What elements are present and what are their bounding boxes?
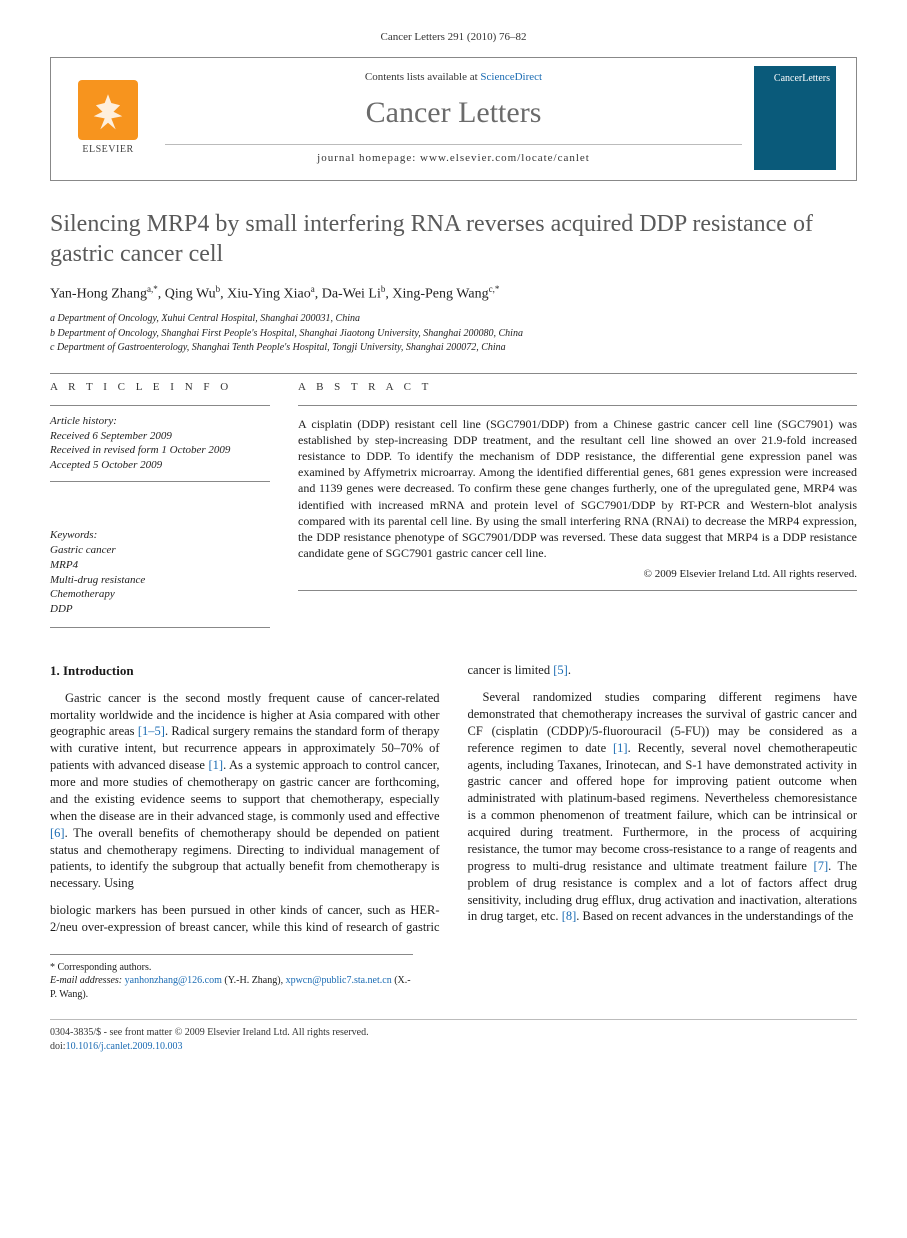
keyword: Multi-drug resistance bbox=[50, 573, 270, 588]
divider bbox=[50, 627, 270, 628]
journal-cover-thumbnail: CancerLetters bbox=[754, 66, 836, 170]
divider bbox=[50, 481, 270, 482]
history-revised: Received in revised form 1 October 2009 bbox=[50, 443, 270, 458]
front-matter-line: 0304-3835/$ - see front matter © 2009 El… bbox=[50, 1026, 369, 1040]
journal-name: Cancer Letters bbox=[165, 93, 742, 134]
doi-link[interactable]: 10.1016/j.canlet.2009.10.003 bbox=[66, 1041, 183, 1052]
contents-available-line: Contents lists available at ScienceDirec… bbox=[165, 70, 742, 85]
elsevier-tree-icon bbox=[78, 80, 138, 140]
affiliations: a Department of Oncology, Xuhui Central … bbox=[50, 312, 857, 355]
masthead-center: Contents lists available at ScienceDirec… bbox=[165, 70, 742, 165]
body-two-columns: 1. Introduction Gastric cancer is the se… bbox=[50, 662, 857, 936]
article-info-column: A R T I C L E I N F O Article history: R… bbox=[50, 380, 270, 636]
keyword: DDP bbox=[50, 602, 270, 617]
email-who-1: (Y.-H. Zhang), bbox=[224, 975, 283, 986]
contents-prefix: Contents lists available at bbox=[365, 71, 480, 83]
article-title: Silencing MRP4 by small interfering RNA … bbox=[50, 209, 857, 269]
keywords-head: Keywords: bbox=[50, 528, 270, 543]
doi-prefix: doi: bbox=[50, 1041, 66, 1052]
divider bbox=[298, 405, 857, 406]
keyword: MRP4 bbox=[50, 558, 270, 573]
abstract-copyright: © 2009 Elsevier Ireland Ltd. All rights … bbox=[298, 567, 857, 582]
body-paragraph: Several randomized studies comparing dif… bbox=[468, 689, 858, 925]
divider bbox=[50, 373, 857, 374]
publisher-name: ELSEVIER bbox=[82, 143, 133, 157]
keyword: Chemotherapy bbox=[50, 587, 270, 602]
history-accepted: Accepted 5 October 2009 bbox=[50, 458, 270, 473]
divider bbox=[298, 590, 857, 591]
abstract-column: A B S T R A C T A cisplatin (DDP) resist… bbox=[298, 380, 857, 636]
affiliation-b: b Department of Oncology, Shanghai First… bbox=[50, 327, 857, 341]
email-addresses-label: E-mail addresses: bbox=[50, 975, 122, 986]
article-info-heading: A R T I C L E I N F O bbox=[50, 380, 270, 395]
body-paragraph: Gastric cancer is the second mostly freq… bbox=[50, 690, 440, 893]
journal-masthead: ELSEVIER Contents lists available at Sci… bbox=[50, 57, 857, 181]
running-header: Cancer Letters 291 (2010) 76–82 bbox=[50, 30, 857, 45]
abstract-heading: A B S T R A C T bbox=[298, 380, 857, 395]
affiliation-a: a Department of Oncology, Xuhui Central … bbox=[50, 312, 857, 326]
email-link-1[interactable]: yanhonzhang@126.com bbox=[125, 975, 222, 986]
author-list: Yan-Hong Zhanga,*, Qing Wub, Xiu-Ying Xi… bbox=[50, 283, 857, 305]
email-link-2[interactable]: xpwcn@public7.sta.net.cn bbox=[286, 975, 392, 986]
page-footer: 0304-3835/$ - see front matter © 2009 El… bbox=[50, 1019, 857, 1053]
corresponding-label: * Corresponding authors. bbox=[50, 961, 413, 975]
publisher-logo-block: ELSEVIER bbox=[63, 80, 153, 157]
history-received: Received 6 September 2009 bbox=[50, 429, 270, 444]
abstract-text: A cisplatin (DDP) resistant cell line (S… bbox=[298, 416, 857, 562]
article-history-head: Article history: bbox=[50, 414, 270, 429]
keyword: Gastric cancer bbox=[50, 543, 270, 558]
journal-homepage[interactable]: journal homepage: www.elsevier.com/locat… bbox=[165, 144, 742, 166]
divider bbox=[50, 405, 270, 406]
affiliation-c: c Department of Gastroenterology, Shangh… bbox=[50, 341, 857, 355]
sciencedirect-link[interactable]: ScienceDirect bbox=[480, 71, 542, 83]
footer-left: 0304-3835/$ - see front matter © 2009 El… bbox=[50, 1026, 369, 1053]
corresponding-author-footnote: * Corresponding authors. E-mail addresse… bbox=[50, 954, 413, 1002]
cover-title-text: CancerLetters bbox=[774, 72, 830, 86]
section-heading-introduction: 1. Introduction bbox=[50, 662, 440, 680]
